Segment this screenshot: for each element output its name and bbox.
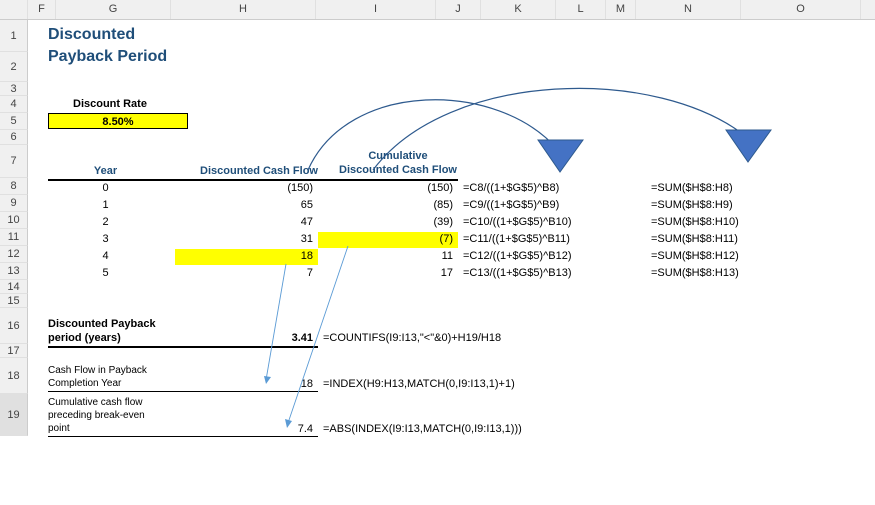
col-header-H[interactable]: H <box>171 0 316 19</box>
formula2-4: =SUM($H$8:H12) <box>651 250 739 262</box>
header-cdcf: Cumulative Discounted Cash Flow <box>338 149 458 177</box>
row-header-13[interactable]: 13 <box>0 263 28 280</box>
payback-label-1: Discounted Payback <box>48 318 156 330</box>
row-header-8[interactable]: 8 <box>0 178 28 195</box>
row-header-11[interactable]: 11 <box>0 229 28 246</box>
row-header-6[interactable]: 6 <box>0 130 28 145</box>
col-header-N[interactable]: N <box>636 0 741 19</box>
discount-rate-label: Discount Rate <box>73 98 147 110</box>
dcf-2[interactable]: 47 <box>173 216 313 228</box>
cumcf-value[interactable]: 7.4 <box>263 423 313 435</box>
page-title-line1: Discounted <box>48 26 135 44</box>
year-1[interactable]: 1 <box>48 199 163 211</box>
col-header-F[interactable]: F <box>28 0 56 19</box>
column-headers-row: FGHIJKLMNO <box>0 0 875 20</box>
formula2-2: =SUM($H$8:H10) <box>651 216 739 228</box>
cfyear-formula: =INDEX(H9:H13,MATCH(0,I9:I13,1)+1) <box>323 378 515 390</box>
cfyear-underline <box>48 391 318 392</box>
cdcf-1[interactable]: (85) <box>338 199 453 211</box>
row-header-10[interactable]: 10 <box>0 212 28 229</box>
year-4[interactable]: 4 <box>48 250 163 262</box>
header-dcf: Discounted Cash Flow <box>173 165 318 177</box>
col-header-M[interactable]: M <box>606 0 636 19</box>
year-5[interactable]: 5 <box>48 267 163 279</box>
col-header-G[interactable]: G <box>56 0 171 19</box>
year-3[interactable]: 3 <box>48 233 163 245</box>
header-underline <box>48 179 458 181</box>
row-header-12[interactable]: 12 <box>0 246 28 263</box>
cdcf-3[interactable]: (7) <box>338 233 453 245</box>
formula1-2: =C10/((1+$G$5)^B10) <box>463 216 572 228</box>
row-header-4[interactable]: 4 <box>0 96 28 113</box>
dcf-3[interactable]: 31 <box>173 233 313 245</box>
formula1-0: =C8/((1+$G$5)^B8) <box>463 182 559 194</box>
payback-underline <box>48 346 318 348</box>
row-header-16[interactable]: 16 <box>0 308 28 344</box>
formula1-1: =C9/((1+$G$5)^B9) <box>463 199 559 211</box>
cdcf-4[interactable]: 11 <box>338 250 453 262</box>
cdcf-0[interactable]: (150) <box>338 182 453 194</box>
col-header-I[interactable]: I <box>316 0 436 19</box>
dcf-0[interactable]: (150) <box>173 182 313 194</box>
discount-rate-value[interactable]: 8.50% <box>48 113 188 129</box>
cumcf-label-1: Cumulative cash flow <box>48 397 142 408</box>
header-year: Year <box>48 165 163 177</box>
corner-header[interactable] <box>0 0 28 19</box>
col-header-K[interactable]: K <box>481 0 556 19</box>
col-header-O[interactable]: O <box>741 0 861 19</box>
col-header-L[interactable]: L <box>556 0 606 19</box>
cumcf-label-2: preceding break-even <box>48 410 145 421</box>
row-header-2[interactable]: 2 <box>0 52 28 82</box>
cdcf-2[interactable]: (39) <box>338 216 453 228</box>
row-header-15[interactable]: 15 <box>0 294 28 308</box>
row-header-5[interactable]: 5 <box>0 113 28 130</box>
cfyear-value[interactable]: 18 <box>263 378 313 390</box>
col-header-J[interactable]: J <box>436 0 481 19</box>
formula1-3: =C11/((1+$G$5)^B11) <box>463 233 570 245</box>
year-2[interactable]: 2 <box>48 216 163 228</box>
payback-formula: =COUNTIFS(I9:I13,"<"&0)+H19/H18 <box>323 332 501 344</box>
formula2-1: =SUM($H$8:H9) <box>651 199 733 211</box>
page-title-line2: Payback Period <box>48 48 167 66</box>
row-headers-column: 12345678910111213141516171819 <box>0 20 28 436</box>
payback-value[interactable]: 3.41 <box>263 332 313 344</box>
row-header-18[interactable]: 18 <box>0 358 28 394</box>
dcf-4[interactable]: 18 <box>173 250 313 262</box>
row-header-9[interactable]: 9 <box>0 195 28 212</box>
row-header-19[interactable]: 19 <box>0 394 28 436</box>
payback-label-2: period (years) <box>48 332 121 344</box>
dcf-1[interactable]: 65 <box>173 199 313 211</box>
dcf-5[interactable]: 7 <box>173 267 313 279</box>
cfyear-label-2: Completion Year <box>48 378 121 389</box>
row-header-7[interactable]: 7 <box>0 145 28 178</box>
worksheet-area: Discounted Payback Period Discount Rate … <box>28 20 875 505</box>
formula2-5: =SUM($H$8:H13) <box>651 267 739 279</box>
row-header-17[interactable]: 17 <box>0 344 28 358</box>
cfyear-label-1: Cash Flow in Payback <box>48 365 147 376</box>
cdcf-5[interactable]: 17 <box>338 267 453 279</box>
formula1-4: =C12/((1+$G$5)^B12) <box>463 250 572 262</box>
row-header-14[interactable]: 14 <box>0 280 28 294</box>
row-header-1[interactable]: 1 <box>0 20 28 52</box>
cumcf-label-3: point <box>48 423 70 434</box>
formula1-5: =C13/((1+$G$5)^B13) <box>463 267 572 279</box>
row-header-3[interactable]: 3 <box>0 82 28 96</box>
formula2-3: =SUM($H$8:H11) <box>651 233 738 245</box>
year-0[interactable]: 0 <box>48 182 163 194</box>
cumcf-formula: =ABS(INDEX(I9:I13,MATCH(0,I9:I13,1))) <box>323 423 522 435</box>
formula2-0: =SUM($H$8:H8) <box>651 182 733 194</box>
cumcf-underline <box>48 436 318 437</box>
